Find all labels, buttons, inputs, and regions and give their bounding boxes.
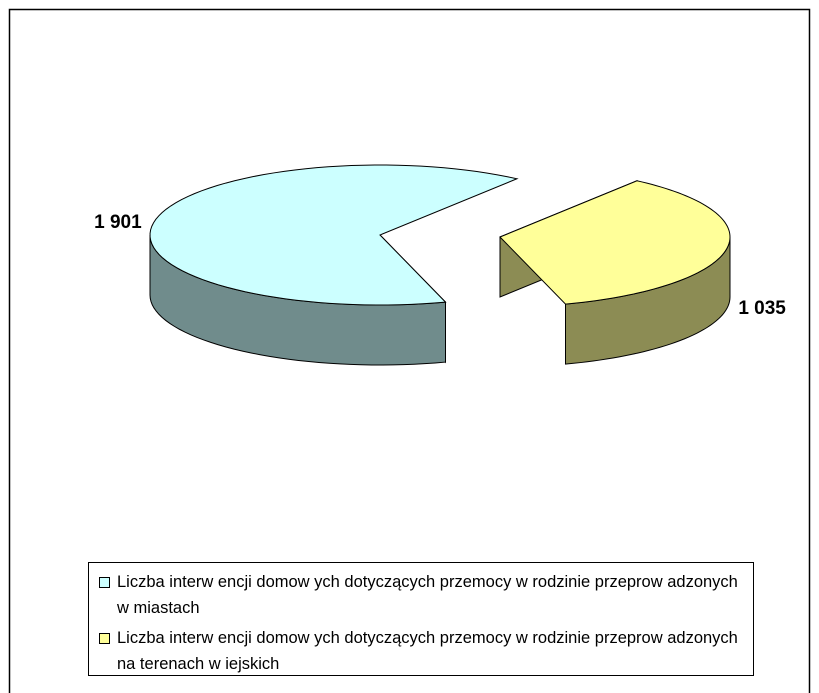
legend-label: Liczba interw encji domow ych dotyczącyc…	[117, 629, 738, 673]
slice	[149, 164, 519, 366]
value-label: 1 035	[738, 298, 786, 319]
legend-swatch	[99, 633, 110, 644]
legend-item: Liczba interw encji domow ych dotyczącyc…	[99, 569, 743, 621]
slice-top	[499, 180, 731, 305]
legend-swatch	[99, 577, 110, 588]
legend: Liczba interw encji domow ych dotyczącyc…	[88, 562, 754, 676]
legend-item: Liczba interw encji domow ych dotyczącyc…	[99, 625, 743, 677]
chart-frame	[8, 8, 811, 693]
slice	[499, 180, 731, 365]
legend-label: Liczba interw encji domow ych dotyczącyc…	[117, 573, 738, 617]
value-label: 1 901	[94, 212, 142, 233]
slice-top	[149, 164, 519, 306]
